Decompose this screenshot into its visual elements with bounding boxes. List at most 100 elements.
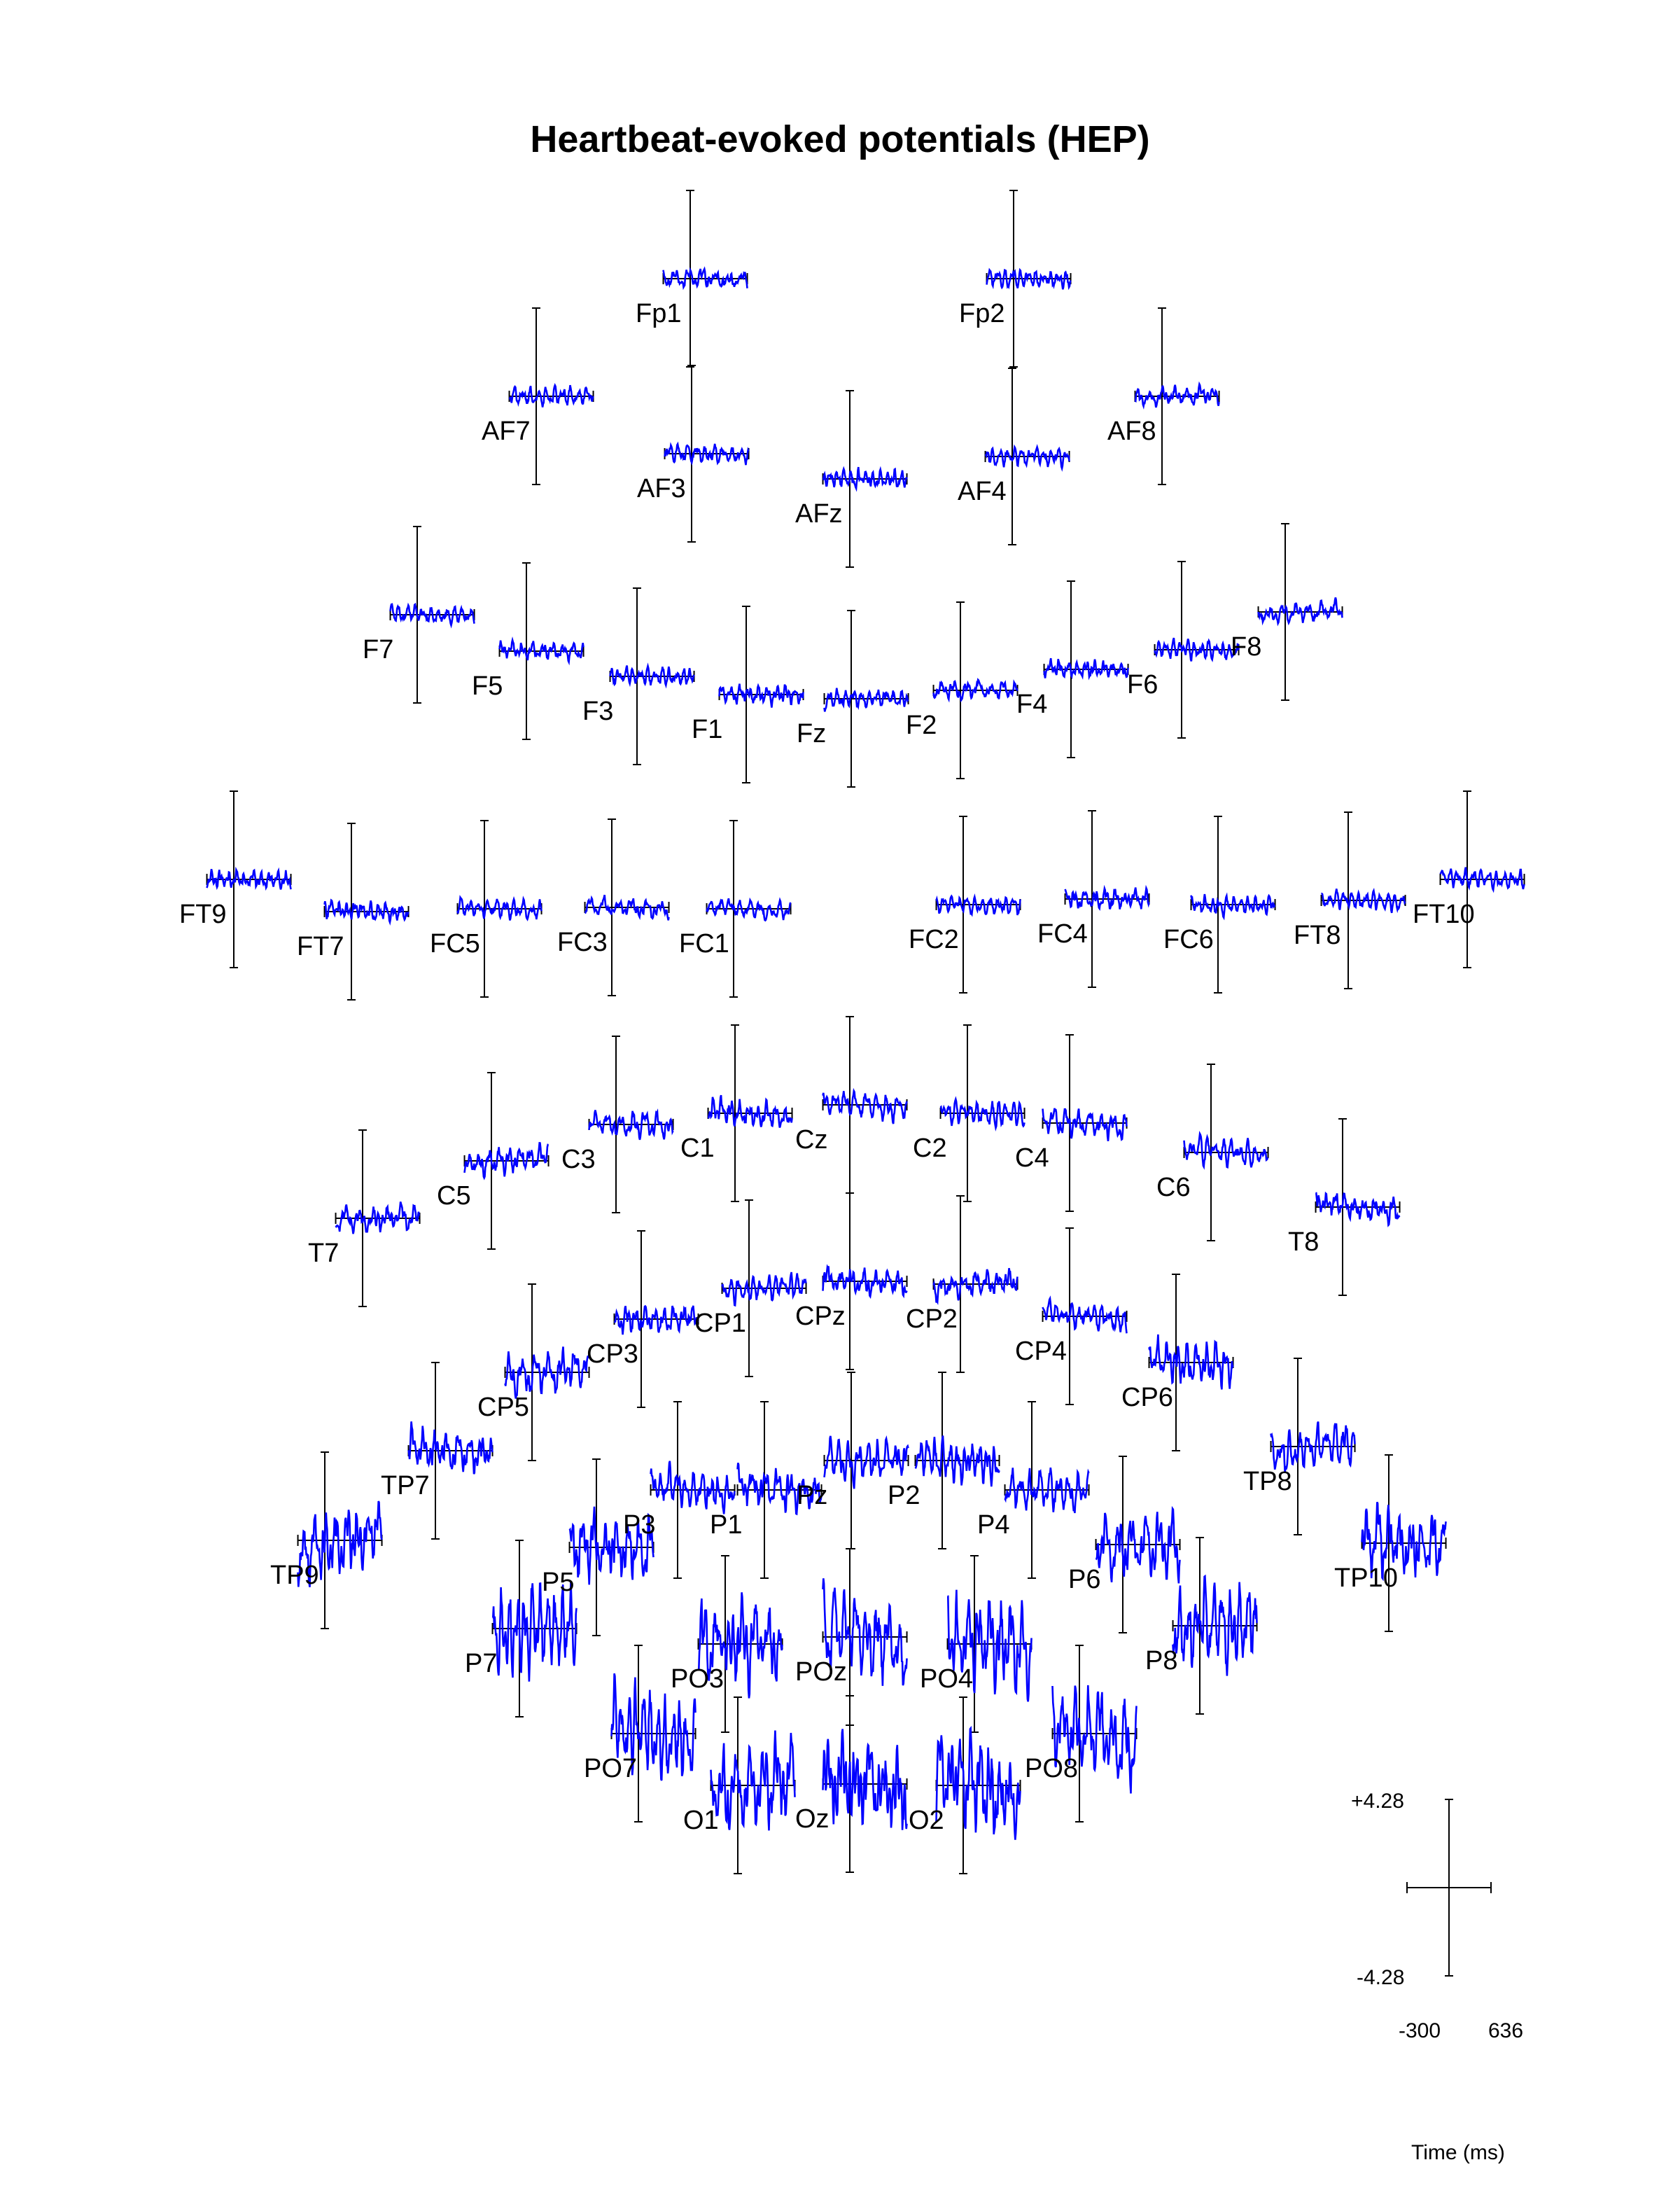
channel-label-o2: O2: [909, 1806, 944, 1835]
channel-label-c3: C3: [561, 1145, 596, 1174]
waveform-afz: [822, 466, 908, 492]
channel-label-af8: AF8: [1107, 417, 1156, 446]
waveform-af8: [1134, 381, 1220, 410]
waveform-p4: [1004, 1467, 1090, 1514]
waveform-ft10: [1439, 867, 1525, 893]
channel-label-af7: AF7: [482, 417, 531, 446]
waveform-c5: [463, 1141, 549, 1180]
waveform-tp10: [1361, 1501, 1447, 1582]
waveform-c3: [588, 1108, 674, 1141]
channel-label-af4: AF4: [958, 477, 1007, 506]
channel-label-pz: Pz: [797, 1481, 827, 1510]
waveform-t8: [1315, 1191, 1401, 1227]
waveform-f4: [1043, 657, 1129, 681]
waveform-o1: [710, 1730, 796, 1831]
waveform-ft8: [1321, 887, 1406, 914]
channel-label-cp4: CP4: [1015, 1337, 1067, 1366]
channel-label-ft7: FT7: [297, 932, 344, 961]
waveform-oz: [822, 1729, 908, 1830]
channel-label-tp9: TP9: [270, 1561, 319, 1590]
channel-label-fp2: Fp2: [959, 299, 1004, 328]
channel-label-c1: C1: [680, 1134, 715, 1163]
channel-label-poz: POz: [795, 1657, 847, 1687]
waveform-af4: [984, 444, 1070, 472]
channel-label-po8: PO8: [1025, 1754, 1078, 1783]
channel-label-t7: T7: [308, 1239, 339, 1268]
waveform-c6: [1183, 1131, 1269, 1170]
scale-label-ymax: +4.28: [1351, 1790, 1404, 1813]
waveform-cp6: [1148, 1334, 1234, 1390]
channel-label-fp1: Fp1: [636, 299, 681, 328]
waveform-fp1: [662, 266, 748, 291]
channel-label-f1: F1: [692, 715, 722, 744]
channel-label-c5: C5: [437, 1181, 471, 1211]
channel-label-tp7: TP7: [381, 1471, 430, 1500]
channel-label-fc1: FC1: [679, 929, 729, 959]
waveform-cp5: [504, 1346, 590, 1399]
channel-label-po4: PO4: [920, 1664, 973, 1694]
waveform-tp8: [1270, 1421, 1356, 1474]
channel-label-ft9: FT9: [179, 900, 227, 929]
channel-label-cp3: CP3: [587, 1339, 638, 1369]
channel-label-cz: Cz: [795, 1125, 827, 1155]
channel-label-tp10: TP10: [1334, 1563, 1398, 1593]
waveform-c2: [939, 1096, 1026, 1132]
scale-label-xmin: -300: [1399, 2019, 1441, 2042]
channel-label-cp6: CP6: [1121, 1383, 1173, 1412]
channel-label-f4: F4: [1016, 690, 1047, 719]
channel-label-fz: Fz: [797, 719, 826, 748]
waveform-tp9: [297, 1500, 383, 1587]
waveform-cz: [822, 1087, 908, 1124]
channel-label-fc2: FC2: [909, 925, 959, 954]
channel-label-po7: PO7: [584, 1754, 637, 1783]
channel-label-ft10: FT10: [1413, 900, 1475, 929]
waveform-pz: [823, 1435, 909, 1489]
channel-label-c6: C6: [1156, 1173, 1191, 1202]
waveform-fc6: [1190, 892, 1276, 921]
waveform-cp1: [721, 1271, 807, 1307]
x-axis-label: Time (ms): [1411, 2141, 1505, 2164]
waveform-f1: [718, 683, 804, 708]
channel-label-fc3: FC3: [557, 928, 608, 957]
waveform-po4: [947, 1589, 1032, 1702]
channel-label-cp1: CP1: [694, 1309, 746, 1338]
channel-label-p7: P7: [465, 1649, 497, 1678]
channel-label-p6: P6: [1068, 1565, 1100, 1594]
channel-label-c4: C4: [1015, 1143, 1049, 1173]
waveform-fc3: [584, 894, 670, 921]
waveform-fp2: [986, 267, 1072, 291]
channel-label-p5: P5: [542, 1568, 574, 1597]
waveform-c1: [707, 1094, 793, 1128]
waveform-fz: [823, 688, 909, 712]
waveform-tp7: [407, 1421, 493, 1475]
waveform-f6: [1154, 637, 1240, 662]
waveform-o2: [935, 1725, 1021, 1840]
channel-label-p1: P1: [710, 1510, 742, 1540]
waveform-af3: [664, 441, 750, 466]
channel-label-cpz: CPz: [795, 1302, 846, 1331]
channel-label-f2: F2: [906, 711, 937, 740]
waveform-p5: [568, 1506, 654, 1585]
waveform-p8: [1172, 1574, 1258, 1676]
waveform-fc5: [456, 895, 542, 921]
scale-label-ymin: -4.28: [1357, 1966, 1404, 1989]
waveform-f3: [609, 662, 695, 689]
waveform-cp4: [1042, 1295, 1128, 1334]
waveform-fc2: [935, 893, 1021, 917]
waveform-f2: [932, 678, 1018, 703]
waveform-p1: [736, 1462, 822, 1516]
waveform-poz: [822, 1578, 908, 1686]
waveform-f7: [389, 602, 475, 629]
channel-label-afz: AFz: [795, 499, 843, 529]
waveform-c4: [1042, 1108, 1128, 1141]
chart-title: Heartbeat-evoked potentials (HEP): [530, 118, 1150, 160]
waveform-p7: [492, 1582, 578, 1682]
channel-label-tp8: TP8: [1243, 1467, 1292, 1496]
channel-label-f7: F7: [363, 635, 393, 664]
channel-label-fc6: FC6: [1163, 925, 1214, 954]
channel-label-cp2: CP2: [906, 1304, 958, 1334]
channel-label-af3: AF3: [637, 474, 686, 503]
waveform-fc1: [706, 897, 792, 922]
